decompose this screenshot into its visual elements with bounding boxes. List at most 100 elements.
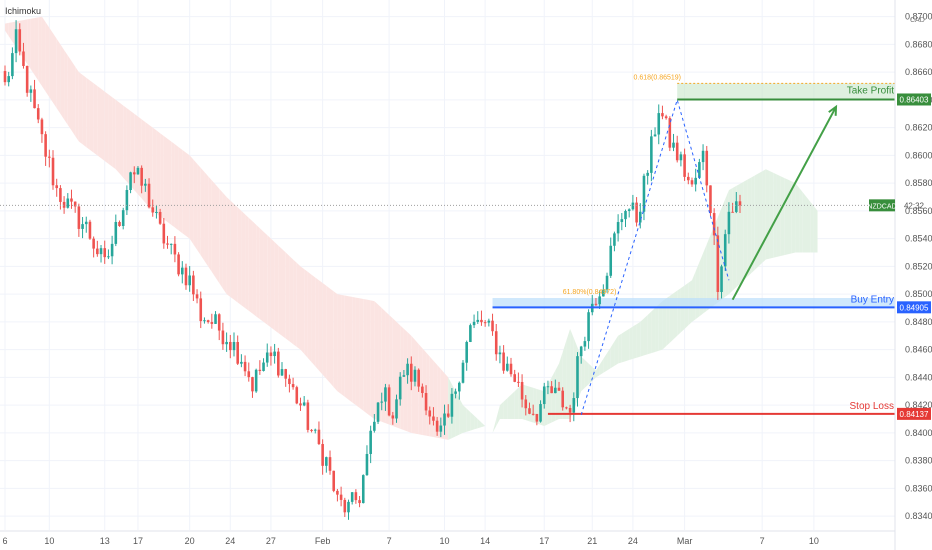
cloud-segment — [769, 171, 774, 259]
cloud-segment — [34, 17, 39, 81]
cloud-segment — [496, 405, 500, 426]
take-profit-price-tag: 0.86403 — [900, 95, 929, 104]
candle-body — [698, 162, 701, 178]
cloud-segment — [507, 394, 512, 420]
candle-body — [664, 116, 668, 119]
cloud-segment — [695, 262, 700, 320]
time-tick-label: 10 — [44, 536, 54, 546]
cloud-segment — [621, 331, 626, 363]
candle-body — [598, 296, 601, 305]
cloud-segment — [470, 412, 475, 431]
cloud-segment — [211, 180, 216, 278]
cloud-segment — [710, 226, 715, 309]
candle-body — [498, 352, 502, 355]
cloud-segment — [197, 163, 201, 256]
cloud-segment — [691, 271, 696, 322]
buy-entry-price-tag: 0.84905 — [900, 303, 929, 312]
currency-label: CAD — [910, 17, 925, 24]
cloud-segment — [795, 183, 800, 253]
candle-body — [96, 248, 99, 255]
candle-body — [583, 341, 587, 347]
symbol-tag: NZDCAD — [867, 203, 896, 210]
cloud-segment — [171, 141, 175, 228]
cloud-segment — [267, 235, 271, 328]
cloud-segment — [636, 321, 641, 358]
time-axis[interactable]: 6 10 13 17 20 24 27 Feb 7 10 14 17 21 24 Mar 7 10 — [0, 530, 895, 546]
candle-body — [506, 363, 509, 371]
cloud-segment — [355, 297, 360, 408]
cloud-segment — [363, 298, 367, 414]
candle-body — [284, 369, 287, 379]
candle-body — [679, 154, 683, 161]
cloud-segment — [706, 235, 711, 311]
cloud-segment — [599, 358, 604, 376]
stop-loss-price-tag-bg — [897, 407, 931, 420]
cloud-segment — [366, 299, 371, 417]
cloud-segment — [341, 294, 345, 397]
candle-body — [528, 408, 531, 414]
cloud-segment — [813, 206, 818, 253]
cloud-segment — [45, 22, 50, 98]
cloud-segment — [747, 177, 752, 277]
cloud-segment — [551, 370, 556, 423]
candle-body — [158, 211, 162, 224]
candle-body — [321, 444, 324, 466]
trade-drawings[interactable]: Take Profit Buy Entry Stop Loss 0.618(0.865… — [0, 74, 895, 415]
cloud-segment — [256, 224, 260, 320]
candle-body — [81, 224, 84, 229]
candle-body — [110, 243, 114, 257]
candle-body — [613, 233, 616, 246]
cloud-segment — [481, 422, 486, 428]
cloud-segment — [780, 176, 785, 256]
cloud-segment — [651, 308, 656, 354]
cloud-segment — [178, 147, 183, 234]
grid-lines — [0, 0, 895, 530]
candle-body — [550, 386, 553, 394]
candle-body — [118, 221, 121, 227]
cloud-segment — [758, 171, 763, 267]
candle-body — [716, 235, 720, 292]
cloud-segment — [259, 228, 264, 322]
countdown-label: 42:32 — [904, 201, 925, 210]
candle-body — [576, 356, 579, 399]
candle-body — [454, 391, 457, 394]
candle-body — [7, 76, 10, 83]
cloud-segment — [603, 353, 608, 373]
symbol-tag-bg — [869, 199, 895, 212]
candle-body — [409, 363, 413, 382]
candle-body — [277, 351, 280, 376]
cloud-segment — [629, 326, 633, 361]
candle-body — [520, 382, 524, 400]
candle-body — [240, 361, 243, 364]
cloud-segment — [485, 425, 489, 430]
candle-body — [51, 157, 55, 186]
candle-body — [203, 320, 206, 322]
candle-body — [539, 404, 542, 422]
cloud-segment — [400, 325, 404, 431]
cloud-segment — [570, 328, 574, 420]
indicator-label[interactable]: Ichimoku — [5, 6, 42, 16]
cloud-segment — [86, 77, 90, 150]
cloud-segment — [529, 386, 534, 423]
cloud-segment — [101, 88, 105, 161]
cloud-segment — [429, 356, 434, 438]
cloud-segment — [588, 363, 593, 385]
fib-connector — [580, 98, 730, 415]
cloud-segment — [680, 285, 685, 333]
stop-loss-price-tag: 0.84137 — [900, 410, 929, 419]
cloud-segment — [677, 288, 681, 336]
cloud-segment — [352, 296, 356, 406]
candle-body — [99, 248, 103, 255]
candle-body — [358, 500, 361, 504]
cloud-segment — [330, 288, 334, 388]
cloud-segment — [492, 419, 497, 433]
cloud-segment — [185, 152, 190, 239]
cloud-segment — [126, 108, 131, 186]
cloud-segment — [152, 127, 157, 214]
candle-body — [103, 248, 107, 258]
cloud-segment — [555, 363, 560, 421]
cloud-segment — [444, 373, 449, 440]
